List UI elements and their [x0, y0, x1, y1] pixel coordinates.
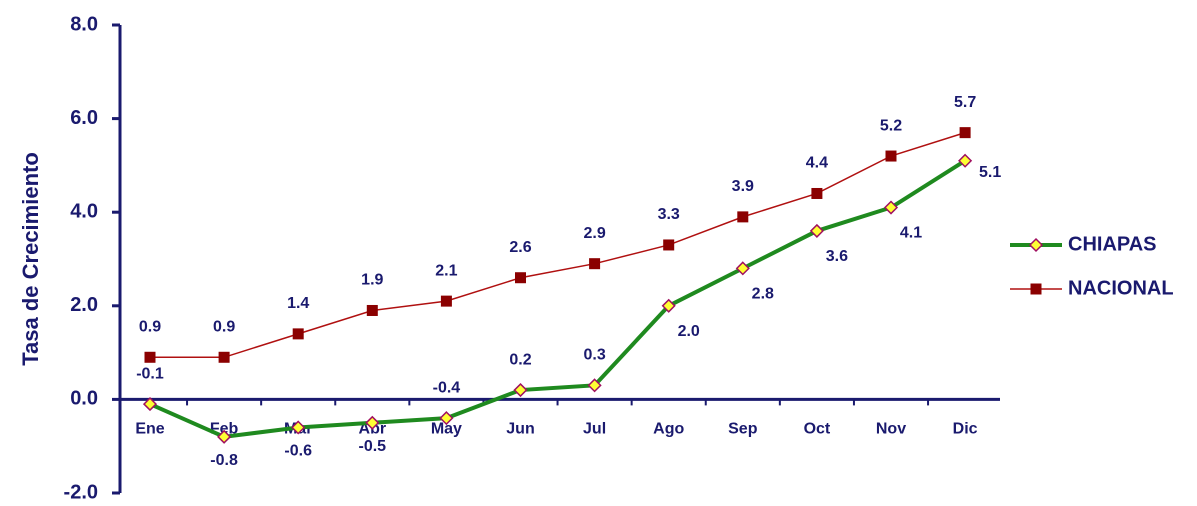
data-label: 0.2 [509, 351, 531, 368]
marker [291, 420, 306, 435]
y-tick-label: 2.0 [70, 294, 98, 316]
data-label: 2.6 [509, 239, 531, 256]
marker [958, 153, 973, 168]
data-label: 5.2 [880, 117, 902, 134]
x-tick-label: May [431, 421, 462, 438]
marker [144, 351, 156, 363]
data-label: 1.9 [361, 272, 383, 289]
marker [809, 223, 824, 238]
data-label: 3.3 [658, 206, 680, 223]
marker [737, 211, 749, 223]
series-line [150, 131, 966, 359]
data-label: -0.6 [284, 443, 312, 460]
x-tick-label: Dic [953, 421, 978, 438]
x-tick-label: Sep [728, 421, 758, 438]
marker [589, 258, 601, 270]
legend-label: CHIAPAS [1068, 233, 1157, 255]
marker [735, 261, 750, 276]
marker [811, 187, 823, 199]
marker [292, 328, 304, 340]
data-label: 0.9 [139, 318, 161, 335]
marker [515, 272, 526, 284]
marker [885, 150, 897, 162]
marker [366, 304, 378, 316]
marker [440, 295, 452, 307]
data-label: 1.4 [287, 295, 309, 312]
marker [218, 351, 230, 363]
marker [587, 378, 602, 393]
legend-label: NACIONAL [1068, 277, 1174, 299]
marker [959, 127, 971, 139]
data-label: 3.6 [826, 248, 848, 265]
legend-marker [1030, 283, 1042, 295]
x-tick-label: Ene [135, 421, 164, 438]
y-tick-label: -2.0 [64, 481, 98, 503]
data-label: 3.9 [732, 178, 754, 195]
marker [217, 429, 232, 444]
x-tick-label: Jun [506, 421, 534, 438]
data-label: 4.4 [806, 155, 828, 172]
x-tick-label: Oct [804, 421, 831, 438]
x-tick-label: Ago [653, 421, 684, 438]
data-label: 5.7 [954, 94, 976, 111]
data-label: 2.0 [678, 323, 700, 340]
marker [661, 298, 676, 313]
data-label: 0.9 [213, 318, 235, 335]
y-axis-title: Tasa de Crecimiento [18, 152, 43, 366]
y-tick-label: 0.0 [70, 388, 98, 410]
y-tick-label: 8.0 [70, 13, 98, 35]
marker [142, 397, 158, 412]
data-label: 0.3 [583, 347, 605, 364]
data-label: 2.1 [435, 262, 457, 279]
marker [513, 382, 528, 398]
data-label: 2.9 [583, 225, 605, 242]
data-label: -0.5 [359, 438, 387, 455]
y-tick-label: 6.0 [70, 107, 98, 129]
y-tick-label: 4.0 [70, 200, 98, 222]
series-line [149, 159, 967, 439]
x-tick-label: Nov [876, 421, 906, 438]
data-label: -0.8 [210, 452, 238, 469]
marker [883, 200, 899, 215]
data-label: 5.1 [979, 164, 1001, 181]
data-label: -0.4 [433, 379, 461, 396]
data-label: 2.8 [752, 286, 774, 303]
legend-marker [1028, 237, 1044, 253]
data-label: 4.1 [900, 225, 922, 242]
marker [439, 411, 454, 426]
marker [663, 239, 675, 251]
marker [365, 415, 380, 430]
data-label: -0.1 [136, 365, 164, 382]
x-tick-label: Jul [583, 421, 606, 438]
